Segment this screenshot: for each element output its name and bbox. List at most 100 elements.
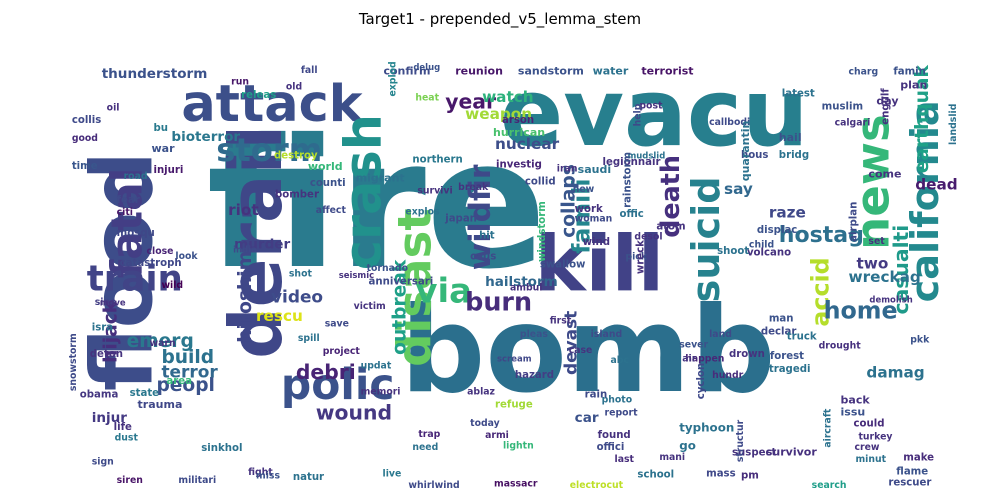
word-live-101: live xyxy=(383,469,402,480)
word-hit-172: hit xyxy=(479,231,495,242)
word-survivi-166: survivi xyxy=(417,185,452,196)
word-sandstorm-56: sandstorm xyxy=(518,65,584,78)
word-whirlwind-102: whirlwind xyxy=(408,480,459,488)
word-spill-157: spill xyxy=(298,333,320,344)
word-survivor-108: survivor xyxy=(766,446,817,459)
word-charg-200: charg xyxy=(849,67,879,78)
word-typhoon-120: typhoon xyxy=(679,421,734,435)
word-rescu-38: rescu xyxy=(256,307,303,325)
word-seismic-161: seismic xyxy=(339,270,374,280)
word-damag-50: damag xyxy=(866,363,924,381)
word-forest-136: forest xyxy=(770,351,804,362)
word-anniversari-159: anniversari xyxy=(369,277,434,288)
word-offic-182: offic xyxy=(619,209,643,220)
word-first-148: first xyxy=(550,315,572,326)
word-rainstorm-220: rainstorm xyxy=(622,152,633,208)
word-muslim-194: muslim xyxy=(822,101,863,112)
word-air-214: air xyxy=(682,353,696,364)
word-warn-226: warn xyxy=(149,338,175,349)
word-famili-20: famili xyxy=(568,178,596,253)
word-iran-219: iran xyxy=(557,164,578,175)
word-evacu-1: evacu xyxy=(500,58,809,167)
chart-title: Target1 - prepended_v5_lemma_stem xyxy=(358,10,642,28)
word-hijack-35: hijack xyxy=(101,300,122,363)
word-landslid-199: landslid xyxy=(948,104,959,145)
word-injuri-77: injuri xyxy=(153,165,183,176)
word-collid-176: collid xyxy=(525,177,556,188)
word-displac-205: displac xyxy=(757,225,797,236)
word-casualti-24: casualti xyxy=(889,225,913,315)
word-debri-30: debri xyxy=(296,360,356,384)
word-trauma-91: trauma xyxy=(138,398,183,411)
word-callbodi-191: callbodi xyxy=(709,117,750,128)
word-offici-129: offici xyxy=(597,442,625,453)
word-pkk-210: pkk xyxy=(910,335,930,346)
word-delug-230: delug xyxy=(413,62,440,72)
word-swallow-174: swallow xyxy=(540,260,586,271)
word-state-90: state xyxy=(130,388,160,399)
word-attack-6: attack xyxy=(181,74,363,133)
word-peopl-28: peopl xyxy=(156,375,214,396)
word-mani-209: mani xyxy=(659,452,685,463)
word-new-179: new xyxy=(573,184,595,195)
word-northern-70: northern xyxy=(412,155,462,166)
word-quarantin-196: quarantin xyxy=(739,121,752,182)
word-sinkhol-94: sinkhol xyxy=(201,443,242,454)
word-case-151: case xyxy=(569,345,593,356)
word-build-29: build xyxy=(161,347,214,368)
word-weapon-43: weapon xyxy=(465,105,532,123)
word-sever-140: sever xyxy=(679,340,708,351)
word-hail-189: hail xyxy=(779,131,802,144)
word-flame-111: flame xyxy=(896,466,928,477)
word-deton-87: deton xyxy=(90,349,123,360)
word-isra-86: isra xyxy=(92,323,114,334)
word-riot-45: riot xyxy=(228,201,259,219)
word-bu-76: bu xyxy=(153,123,168,134)
word-child-215: child xyxy=(749,239,774,250)
word-make-112: make xyxy=(903,453,934,464)
word-need-125: need xyxy=(412,442,438,453)
word-saudi-177: saudi xyxy=(578,163,611,176)
word-terrorist-60: terrorist xyxy=(641,65,693,78)
word-back-118: back xyxy=(841,393,871,406)
word-war-75: war xyxy=(151,142,175,155)
word-news-9: news xyxy=(845,114,899,250)
word-declar-145: declar xyxy=(761,327,797,338)
word-bomber-163: bomber xyxy=(275,189,319,200)
word-storm-14: storm xyxy=(216,131,322,169)
word-collaps-26: collaps xyxy=(559,164,580,238)
word-victim-158: victim xyxy=(354,301,386,312)
word-disast-8: disast xyxy=(387,208,441,367)
word-year-25: year xyxy=(445,90,496,114)
word-kill-5: kill xyxy=(535,219,664,308)
word-suicid-12: suicid xyxy=(684,176,728,302)
word-rescuer-109: rescuer xyxy=(888,478,931,488)
word-day-195: day xyxy=(876,95,898,108)
word-releas-64: releas xyxy=(241,90,276,101)
word-ablaz-127: ablaz xyxy=(467,386,495,397)
word-could-116: could xyxy=(853,419,884,430)
word-turkey-115: turkey xyxy=(858,432,892,443)
word-fight-95: fight xyxy=(248,467,273,478)
word-two-52: two xyxy=(856,254,888,272)
word-famin-61: famin xyxy=(893,67,926,78)
word-project-153: project xyxy=(323,346,361,357)
word-hous-186: hous xyxy=(741,150,768,161)
word-updat-154: updat xyxy=(361,361,392,372)
word-photo-133: photo xyxy=(602,394,633,405)
word-cyclon-135: cyclon xyxy=(696,363,707,399)
word-death-18: death xyxy=(655,155,685,238)
word-devast-53: devast xyxy=(561,311,581,375)
word-citi-80: citi xyxy=(117,207,133,218)
word-atom-183: atom xyxy=(656,222,685,233)
word-go-208: go xyxy=(679,438,696,452)
word-emerg-32: emerg xyxy=(127,331,194,352)
word-bomb-2: bomb xyxy=(400,281,775,419)
word-train-15: train xyxy=(87,258,183,299)
word-road-223: road xyxy=(124,171,148,182)
word-school-105: school xyxy=(637,470,674,481)
word-scream-152: scream xyxy=(497,353,532,363)
word-derail-4: derail xyxy=(214,125,298,359)
word-massacr-103: massacr xyxy=(494,478,538,488)
word-today-123: today xyxy=(470,418,500,429)
